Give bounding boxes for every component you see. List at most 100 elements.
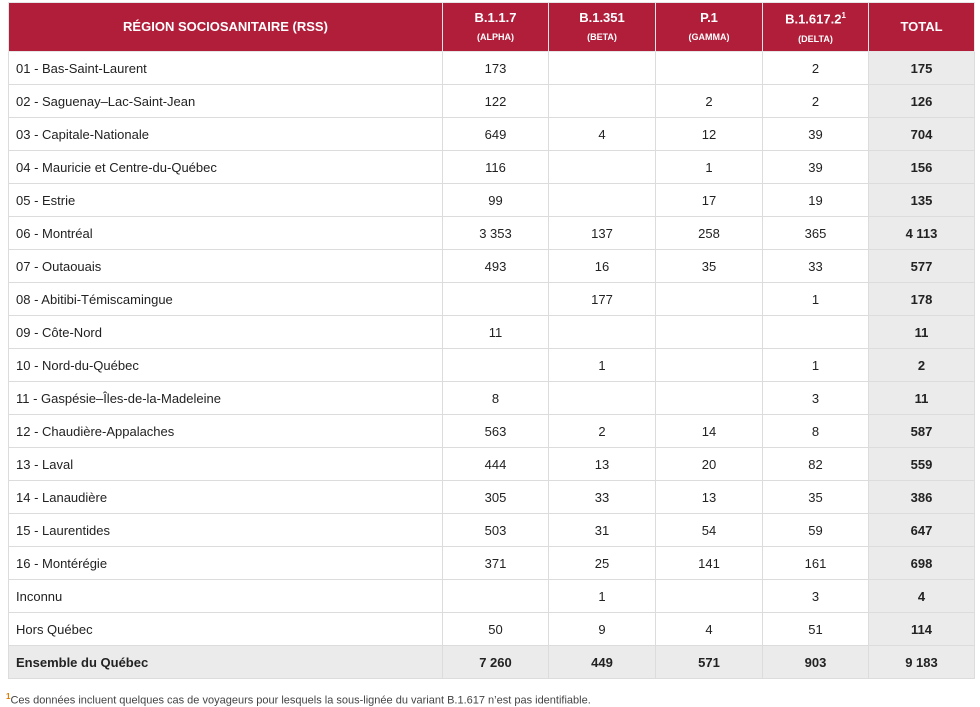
gamma-cell: 4 bbox=[655, 612, 763, 646]
total-cell: 704 bbox=[868, 117, 975, 151]
region-cell: 07 - Outaouais bbox=[8, 249, 443, 283]
total-cell: 135 bbox=[868, 183, 975, 217]
alpha-cell: 371 bbox=[442, 546, 549, 580]
footnote: 1Ces données incluent quelques cas de vo… bbox=[6, 692, 591, 707]
alpha-cell: 444 bbox=[442, 447, 549, 481]
gamma-cell: 2 bbox=[655, 84, 763, 118]
total-cell: 114 bbox=[868, 612, 975, 646]
gamma-cell: 12 bbox=[655, 117, 763, 151]
beta-cell: 16 bbox=[548, 249, 656, 283]
table-row: 02 - Saguenay–Lac-Saint-Jean 122 2 2 126 bbox=[8, 84, 975, 118]
delta-cell: 1 bbox=[762, 348, 869, 382]
region-cell: 03 - Capitale-Nationale bbox=[8, 117, 443, 151]
region-cell: 09 - Côte-Nord bbox=[8, 315, 443, 349]
alpha-cell: 99 bbox=[442, 183, 549, 217]
total-cell: 647 bbox=[868, 513, 975, 547]
beta-cell: 33 bbox=[548, 480, 656, 514]
total-cell: 156 bbox=[868, 150, 975, 184]
total-cell: 175 bbox=[868, 51, 975, 85]
delta-cell: 19 bbox=[762, 183, 869, 217]
delta-cell: 51 bbox=[762, 612, 869, 646]
table-row: 05 - Estrie 99 17 19 135 bbox=[8, 183, 975, 217]
region-cell: 08 - Abitibi-Témiscamingue bbox=[8, 282, 443, 316]
delta-cell: 8 bbox=[762, 414, 869, 448]
delta-cell: 33 bbox=[762, 249, 869, 283]
table-row: Hors Québec 50 9 4 51 114 bbox=[8, 612, 975, 646]
region-cell: 11 - Gaspésie–Îles-de-la-Madeleine bbox=[8, 381, 443, 415]
alpha-cell: 493 bbox=[442, 249, 549, 283]
region-cell: Ensemble du Québec bbox=[8, 645, 443, 679]
header-delta: B.1.617.21 (DELTA) bbox=[762, 2, 869, 52]
table-row: 08 - Abitibi-Témiscamingue 177 1 178 bbox=[8, 282, 975, 316]
alpha-cell: 7 260 bbox=[442, 645, 549, 679]
alpha-cell bbox=[442, 282, 549, 316]
beta-cell: 9 bbox=[548, 612, 656, 646]
beta-cell: 13 bbox=[548, 447, 656, 481]
delta-cell: 35 bbox=[762, 480, 869, 514]
delta-cell: 39 bbox=[762, 117, 869, 151]
table-row: 16 - Montérégie 371 25 141 161 698 bbox=[8, 546, 975, 580]
gamma-cell bbox=[655, 282, 763, 316]
beta-cell: 25 bbox=[548, 546, 656, 580]
total-cell: 587 bbox=[868, 414, 975, 448]
total-cell: 4 bbox=[868, 579, 975, 613]
header-gamma: P.1 (GAMMA) bbox=[655, 2, 763, 52]
gamma-cell bbox=[655, 579, 763, 613]
total-cell: 386 bbox=[868, 480, 975, 514]
delta-cell: 2 bbox=[762, 51, 869, 85]
region-cell: 02 - Saguenay–Lac-Saint-Jean bbox=[8, 84, 443, 118]
alpha-cell: 3 353 bbox=[442, 216, 549, 250]
delta-cell: 2 bbox=[762, 84, 869, 118]
beta-cell bbox=[548, 51, 656, 85]
table-row: 13 - Laval 444 13 20 82 559 bbox=[8, 447, 975, 481]
beta-cell: 1 bbox=[548, 348, 656, 382]
total-cell: 178 bbox=[868, 282, 975, 316]
gamma-cell: 141 bbox=[655, 546, 763, 580]
beta-cell: 177 bbox=[548, 282, 656, 316]
region-cell: Inconnu bbox=[8, 579, 443, 613]
alpha-cell: 116 bbox=[442, 150, 549, 184]
alpha-cell: 305 bbox=[442, 480, 549, 514]
region-cell: 01 - Bas-Saint-Laurent bbox=[8, 51, 443, 85]
region-cell: 10 - Nord-du-Québec bbox=[8, 348, 443, 382]
delta-cell: 3 bbox=[762, 579, 869, 613]
beta-cell: 4 bbox=[548, 117, 656, 151]
gamma-cell: 35 bbox=[655, 249, 763, 283]
total-cell: 126 bbox=[868, 84, 975, 118]
region-cell: 13 - Laval bbox=[8, 447, 443, 481]
total-row: Ensemble du Québec 7 260 449 571 903 9 183 bbox=[8, 645, 975, 679]
variants-table: RÉGION SOCIOSANITAIRE (RSS) B.1.1.7 (ALPH… bbox=[8, 2, 975, 679]
table-row: 14 - Lanaudière 305 33 13 35 386 bbox=[8, 480, 975, 514]
region-cell: 14 - Lanaudière bbox=[8, 480, 443, 514]
alpha-cell bbox=[442, 579, 549, 613]
beta-cell bbox=[548, 150, 656, 184]
beta-cell: 31 bbox=[548, 513, 656, 547]
header-region: RÉGION SOCIOSANITAIRE (RSS) bbox=[8, 2, 443, 52]
beta-cell bbox=[548, 183, 656, 217]
beta-cell bbox=[548, 381, 656, 415]
gamma-cell bbox=[655, 51, 763, 85]
alpha-cell: 503 bbox=[442, 513, 549, 547]
gamma-cell: 20 bbox=[655, 447, 763, 481]
table-row: 03 - Capitale-Nationale 649 4 12 39 704 bbox=[8, 117, 975, 151]
alpha-cell: 8 bbox=[442, 381, 549, 415]
beta-cell bbox=[548, 315, 656, 349]
alpha-cell: 649 bbox=[442, 117, 549, 151]
gamma-cell: 17 bbox=[655, 183, 763, 217]
table-row: Inconnu 1 3 4 bbox=[8, 579, 975, 613]
delta-cell: 39 bbox=[762, 150, 869, 184]
alpha-cell: 11 bbox=[442, 315, 549, 349]
beta-cell: 137 bbox=[548, 216, 656, 250]
delta-cell: 3 bbox=[762, 381, 869, 415]
region-cell: 15 - Laurentides bbox=[8, 513, 443, 547]
region-cell: 06 - Montréal bbox=[8, 216, 443, 250]
total-cell: 11 bbox=[868, 315, 975, 349]
alpha-cell bbox=[442, 348, 549, 382]
delta-cell: 903 bbox=[762, 645, 869, 679]
alpha-cell: 122 bbox=[442, 84, 549, 118]
delta-cell: 82 bbox=[762, 447, 869, 481]
table-row: 07 - Outaouais 493 16 35 33 577 bbox=[8, 249, 975, 283]
table-row: 04 - Mauricie et Centre-du-Québec 116 1 39 1… bbox=[8, 150, 975, 184]
header-beta: B.1.351 (BETA) bbox=[548, 2, 656, 52]
gamma-cell bbox=[655, 381, 763, 415]
